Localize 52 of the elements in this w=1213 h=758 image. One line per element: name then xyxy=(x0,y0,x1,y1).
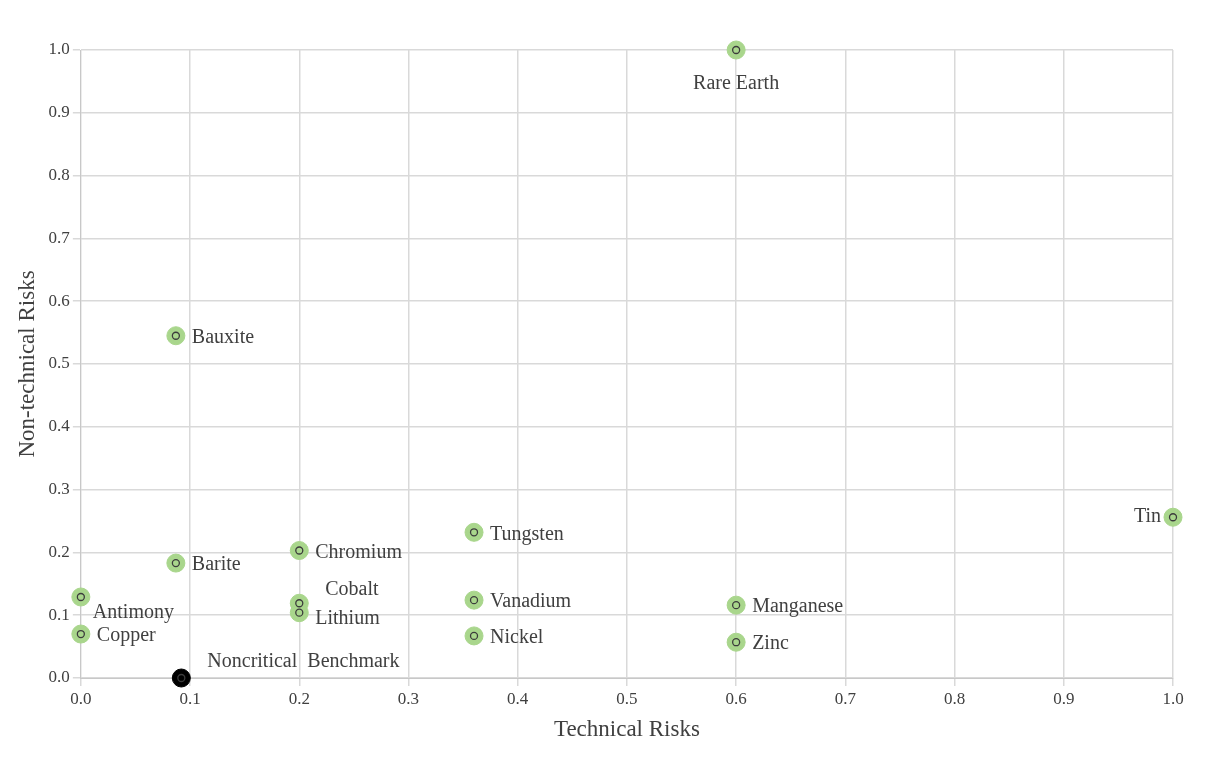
point xyxy=(726,40,746,60)
point xyxy=(464,522,484,542)
point xyxy=(171,668,191,688)
x-tick-label: 0.0 xyxy=(70,688,92,708)
point xyxy=(289,541,309,561)
annotation: Antimony xyxy=(92,600,174,624)
point xyxy=(71,587,91,607)
annotation: Copper xyxy=(96,623,157,647)
annotation: Manganese xyxy=(752,594,844,618)
annotation: Cobalt xyxy=(325,576,380,599)
annotation: Chromium xyxy=(315,539,403,562)
annotation: Vanadium xyxy=(490,589,572,612)
y-tick-label: 0.4 xyxy=(48,416,71,436)
point xyxy=(1163,507,1183,527)
x-tick-label: 0.6 xyxy=(725,688,747,708)
annotation: Zinc xyxy=(752,631,789,654)
annotation: Rare Earth xyxy=(693,71,780,94)
point xyxy=(464,590,484,610)
y-tick-label: 0.1 xyxy=(48,604,70,624)
y-tick-label: 0.0 xyxy=(48,667,70,687)
annotation: Tungsten xyxy=(490,521,564,545)
y-tick-label: 0.8 xyxy=(48,165,70,185)
x-tick-label: 0.1 xyxy=(179,688,201,708)
annotation: Tin xyxy=(1133,504,1161,527)
point xyxy=(166,553,186,573)
x-axis-title: Technical Risks xyxy=(553,716,700,742)
y-tick-label: 0.2 xyxy=(48,541,70,561)
x-tick-label: 0.3 xyxy=(397,688,420,708)
y-tick-label: 1.0 xyxy=(48,39,70,59)
point xyxy=(464,626,484,646)
point xyxy=(726,595,746,615)
x-tick-label: 0.5 xyxy=(616,688,638,708)
x-tick-label: 0.2 xyxy=(288,688,310,708)
annotation: Noncritical Benchmark xyxy=(207,649,400,672)
annotation: Lithium xyxy=(315,605,381,628)
y-tick-label: 0.6 xyxy=(48,290,70,310)
annotation: Nickel xyxy=(490,625,544,648)
x-tick-label: 0.8 xyxy=(943,688,966,708)
y-tick-label: 0.3 xyxy=(48,479,70,499)
y-axis-title: Non-technical Risks xyxy=(13,270,39,458)
x-tick-label: 0.4 xyxy=(507,688,529,708)
annotation: Bauxite xyxy=(191,324,255,347)
x-tick-label: 1.0 xyxy=(1162,688,1184,708)
point xyxy=(726,632,746,652)
point xyxy=(166,326,186,346)
y-tick-label: 0.9 xyxy=(48,102,70,122)
x-tick-label: 0.9 xyxy=(1053,688,1075,708)
x-tick-label: 0.7 xyxy=(834,688,857,708)
annotation: Barite xyxy=(191,552,241,575)
y-tick-label: 0.7 xyxy=(48,227,71,247)
y-tick-label: 0.5 xyxy=(48,353,70,373)
point xyxy=(71,624,91,644)
